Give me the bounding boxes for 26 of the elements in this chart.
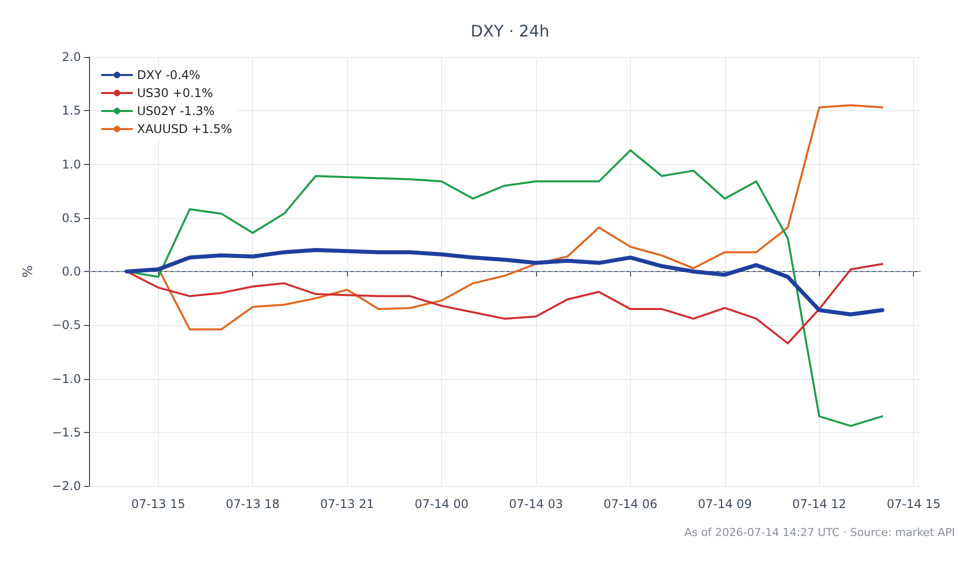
x-tick-label: 07-14 12	[792, 497, 846, 511]
x-tick-label: 07-13 21	[320, 497, 374, 511]
x-tick-label: 07-14 06	[603, 497, 658, 511]
y-tick-label: −2.0	[52, 479, 81, 493]
y-tick-label: 1.5	[62, 104, 81, 118]
chart-title: DXY · 24h	[470, 22, 550, 40]
line-series	[124, 248, 884, 316]
x-tick-label: 07-13 18	[226, 497, 280, 511]
y-tick-label: 0.0	[62, 264, 81, 278]
y-tick-label: −1.0	[52, 372, 81, 386]
legend-label: US30 +0.1%	[137, 86, 214, 100]
y-tick-label: −0.5	[52, 318, 81, 332]
legend-label: XAUUSD +1.5%	[137, 122, 232, 136]
x-tick-label: 07-13 15	[131, 497, 186, 511]
legend-label: US02Y -1.3%	[137, 104, 215, 118]
x-tick-label: 07-14 00	[414, 497, 469, 511]
y-axis-title: %	[21, 265, 36, 278]
y-tick-label: −1.5	[52, 425, 81, 440]
y-tick-label: 0.5	[62, 210, 81, 225]
x-tick-label: 07-14 15	[886, 497, 941, 511]
legend-label: DXY -0.4%	[137, 68, 200, 82]
text: As of 2026-07-14 14:27 UTC · Source: market API	[684, 526, 955, 539]
y-tick-label: 2.0	[62, 50, 81, 64]
x-tick-label: 07-14 09	[698, 497, 752, 511]
y-tick-label: 1.0	[62, 157, 81, 172]
x-tick-label: 07-14 03	[509, 497, 563, 511]
